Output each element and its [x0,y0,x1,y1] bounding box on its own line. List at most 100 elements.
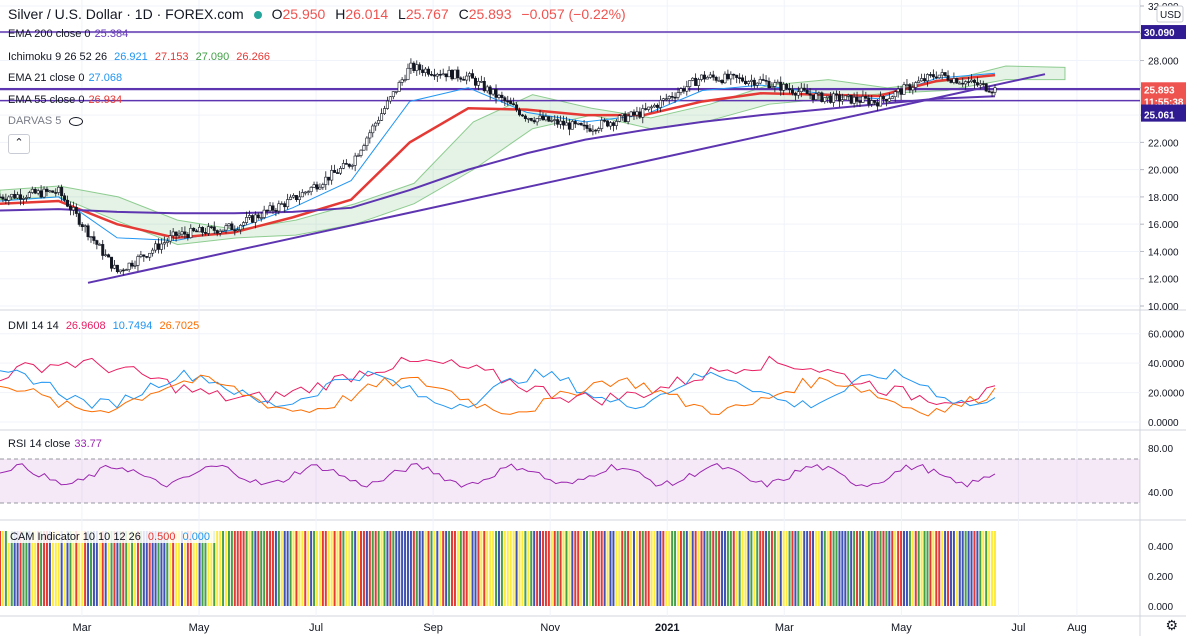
open-label: O [271,6,283,22]
cam-bar [591,531,594,606]
ichimoku-v2: 27.153 [154,51,189,63]
candle-body [682,88,686,92]
cam-bar [383,531,386,606]
cam-bar [627,531,630,606]
cam-bar [380,531,383,606]
cam-bar [644,531,647,606]
candle-body [993,87,997,93]
cam-bar [656,531,659,606]
cam-bar [738,531,741,606]
candle-body [427,68,431,75]
cam-bar [838,531,841,606]
candle-body [515,104,519,111]
cam-axis-label: 0.000 [1148,602,1173,613]
cam-bar [45,531,48,606]
cam-bar [565,531,568,606]
candle-body [139,254,143,257]
candle-body [265,209,269,212]
cam-bar [409,531,412,606]
candle-body [770,86,774,89]
cam-bar [442,531,445,606]
eye-slash-icon[interactable] [69,116,84,126]
candle-body [382,108,386,114]
symbol-title[interactable]: Silver / U.S. Dollar · 1D · FOREX.com [8,6,244,22]
candle-body [397,82,401,92]
cam-bar [142,531,145,606]
candle-body [564,122,568,126]
time-axis-label: May [891,622,912,634]
candle-body [247,215,251,218]
cam-bar [694,531,697,606]
candle-body [855,96,859,102]
trendline [87,73,1046,284]
cam-bar [674,531,677,606]
candle-body [435,73,439,77]
collapse-legend-button[interactable]: ⌃ [8,134,30,154]
cam-bar [51,531,54,606]
candle-body [148,252,152,258]
cam-bar [606,531,609,606]
cam-bar [949,531,952,606]
cam-bar [119,531,122,606]
candle-body [840,99,844,102]
candle-body [350,165,354,167]
cam-bar [994,531,996,606]
cam-bar [269,531,272,606]
candle-body [30,188,34,193]
cam-bar [489,531,492,606]
cam-bar [75,531,78,606]
legend-cam[interactable]: CAM Indicator 10 10 12 26 0.500 0.000 [8,531,217,543]
candle-body [629,111,633,117]
candle-body [746,81,750,85]
cam-bar [888,531,891,606]
legend-ichimoku[interactable]: Ichimoku 9 26 52 26 26.921 27.153 27.090… [8,51,274,63]
candle-body [268,205,272,212]
cam-bar [87,531,90,606]
cam-bar [277,531,280,606]
cam-bar [580,531,583,606]
price-axis-label: 16.000 [1148,220,1179,231]
candle-body [118,269,122,273]
candle-body [588,128,592,132]
candle-body [902,84,906,95]
legend-rsi[interactable]: RSI 14 close 33.77 [8,438,106,450]
candle-body [7,196,11,201]
cam-bar [392,531,395,606]
settings-gear-icon[interactable]: ⚙ [1165,617,1178,633]
cam-bar [527,531,530,606]
ichimoku-v3: 27.090 [195,51,230,63]
legend-ema200[interactable]: EMA 200 close 0 25.384 [8,28,132,40]
cam-bar [436,531,439,606]
cam-bar [128,531,131,606]
cam-bar [271,531,274,606]
cam-bar [186,531,189,606]
cam-bar [433,531,436,606]
legend-dmi[interactable]: DMI 14 14 26.9608 10.7494 26.7025 [8,320,203,332]
candle-body [236,229,240,232]
cam-bar [207,531,210,606]
candle-body [647,106,651,110]
candle-body [523,115,527,119]
candle-body [198,227,202,233]
time-axis-label: Mar [72,622,91,634]
candle-body [667,96,671,100]
cam-bar [169,531,172,606]
cam-bar [709,531,712,606]
cam-bar [274,531,277,606]
candle-body [573,121,577,125]
cam-bar [459,531,462,606]
candle-body [576,122,580,125]
legend-darvas[interactable]: DARVAS 5 [8,115,87,127]
cam-bar [700,531,703,606]
candle-body [776,81,780,84]
cam-bar [321,531,324,606]
cam-bar [81,531,84,606]
candle-body [412,62,416,71]
candle-body [356,155,360,157]
cam-bar [307,531,310,606]
legend-ema21[interactable]: EMA 21 close 0 27.068 [8,72,126,84]
legend-ema55[interactable]: EMA 55 close 0 26.934 [8,94,126,106]
ema55-value: 26.934 [88,94,123,106]
cam-bar [650,531,653,606]
